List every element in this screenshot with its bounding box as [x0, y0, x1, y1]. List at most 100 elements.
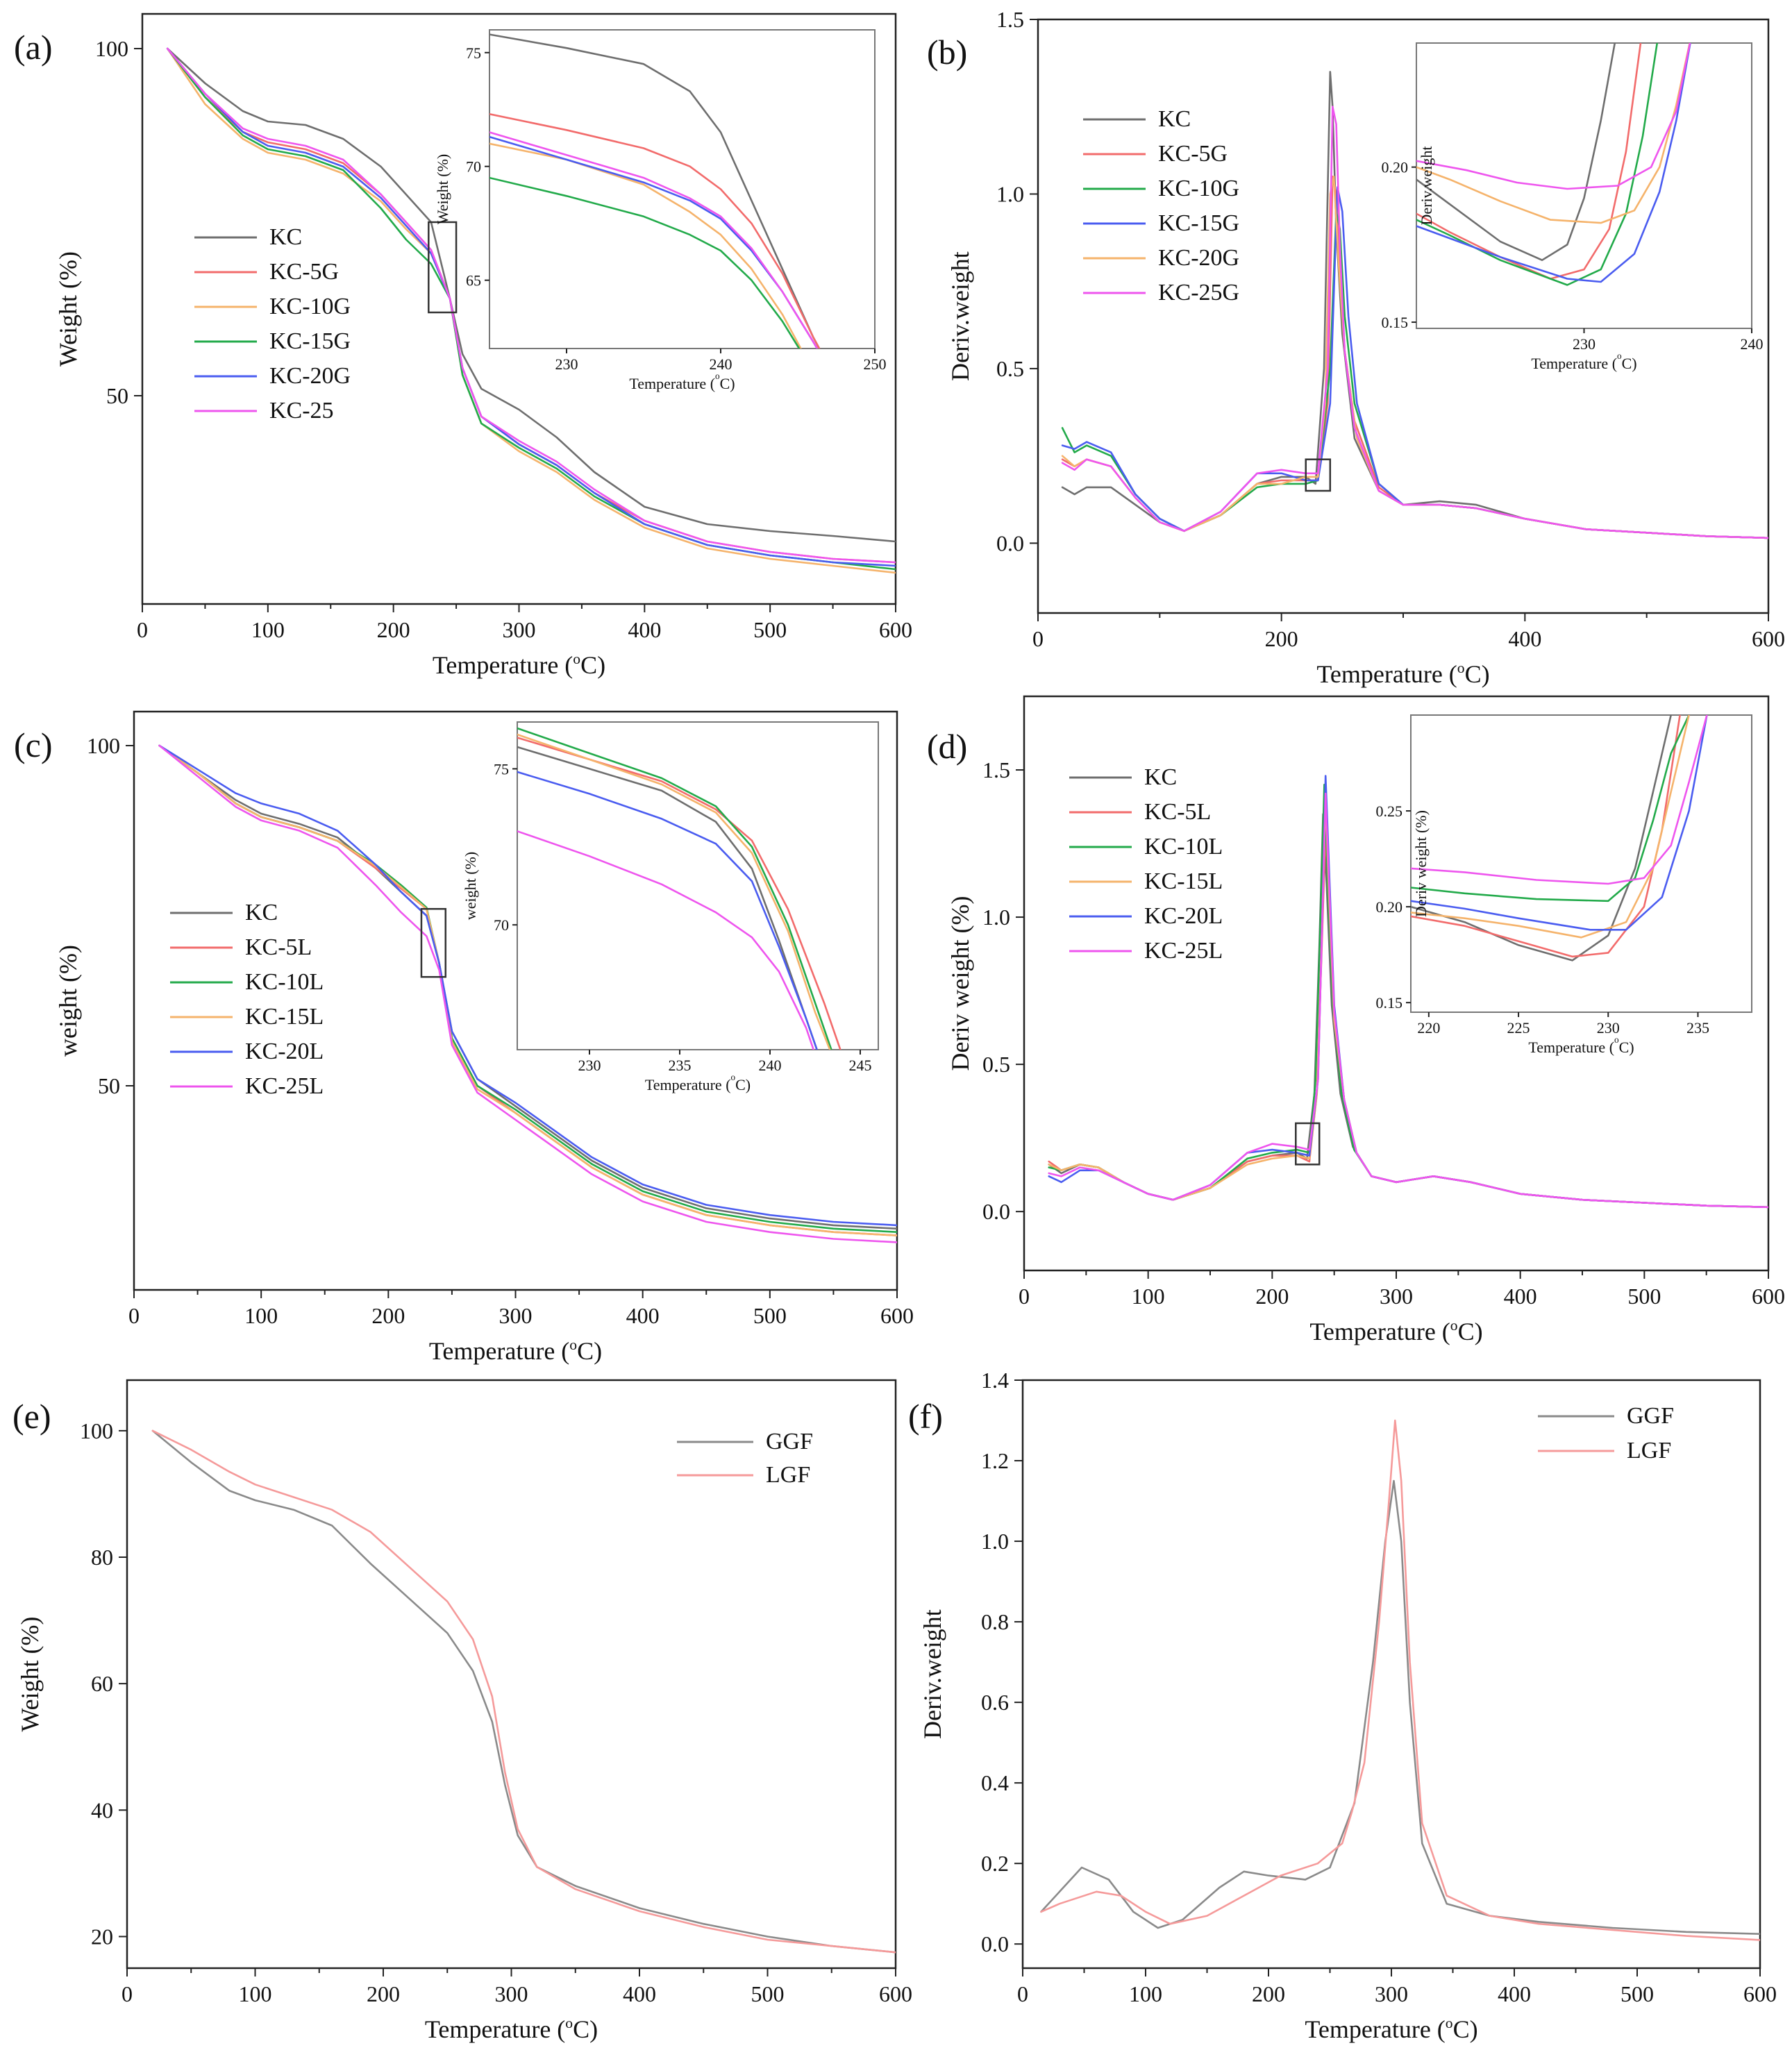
inset-series-kc-15g — [489, 176, 801, 349]
zoom-box — [420, 907, 447, 978]
inset-series-kc-25g — [1416, 43, 1691, 190]
y-tick-label: 0.5 — [982, 1052, 1010, 1077]
inset-frame — [517, 721, 879, 1050]
series-kc — [1061, 71, 1768, 539]
y-axis-label: weight (%) — [54, 945, 82, 1057]
inset-series-kc-25l — [517, 830, 815, 1050]
inset-series-kc-25 — [489, 131, 819, 349]
inset-y-tick-label: 0.15 — [1376, 994, 1403, 1012]
legend-label: KC — [269, 224, 302, 250]
panel-label: (b) — [927, 33, 967, 72]
legend-label: KC-10L — [1144, 834, 1223, 859]
x-axis-label: Temperature (oC) — [1316, 660, 1489, 688]
series-lgf — [1040, 1419, 1760, 1941]
x-tick-label: 400 — [623, 1981, 656, 2006]
legend-label: GGF — [1627, 1403, 1674, 1429]
x-tick-label: 300 — [1380, 1284, 1413, 1309]
y-tick-label: 50 — [106, 383, 128, 408]
y-tick-label: 100 — [87, 733, 120, 758]
x-tick-label: 600 — [1752, 626, 1785, 651]
inset-series-kc-10g — [1416, 43, 1659, 286]
x-tick-label: 200 — [1252, 1981, 1285, 2006]
legend-label: KC-20G — [269, 363, 351, 389]
x-tick-label: 200 — [371, 1303, 405, 1328]
panel-label: (a) — [14, 28, 53, 67]
x-tick-label: 500 — [753, 1303, 787, 1328]
legend-label: KC-5L — [1144, 799, 1211, 825]
x-tick-label: 100 — [239, 1981, 272, 2006]
series-kc-25 — [166, 47, 896, 564]
legend-label: GGF — [766, 1429, 813, 1454]
inset: 230 240 0.15 0.20 Temperature (oC) Deriv.weig… — [1382, 42, 1764, 372]
inset-x-tick-label: 230 — [1573, 335, 1596, 353]
y-tick-label: 1.5 — [982, 757, 1010, 782]
x-axis-label: Temperature (oC) — [429, 1336, 602, 1365]
inset-series-kc-5g — [489, 113, 821, 349]
legend-label: LGF — [1627, 1438, 1671, 1463]
inset-x-tick-label: 230 — [578, 1057, 601, 1074]
legend-label: KC-25G — [1158, 280, 1239, 305]
inset-x-tick-label: 230 — [1597, 1019, 1620, 1036]
x-tick-label: 300 — [503, 617, 536, 642]
x-tick-label: 0 — [137, 617, 148, 642]
y-tick-label: 100 — [80, 1418, 113, 1443]
inset-y-tick-label: 0.20 — [1382, 159, 1409, 176]
panel-b: 0 200 400 600 0.0 0.5 1.0 1.5 Temperature (oC) De… — [927, 7, 1785, 688]
inset-x-tick-label: 235 — [1686, 1019, 1709, 1036]
x-tick-label: 200 — [367, 1981, 400, 2006]
y-tick-label: 20 — [91, 1924, 113, 1949]
panel-label: (f) — [908, 1397, 943, 1436]
inset-y-axis-label: Deriv weight (%) — [1412, 810, 1430, 917]
panel-f: 0 100 200 300 400 500 600 0.0 0.2 0.4 0.6 0.8 1.0 1.2… — [908, 1368, 1777, 2043]
legend-label: KC — [245, 900, 278, 925]
y-tick-label: 0.0 — [981, 1931, 1009, 1956]
y-tick-label: 1.2 — [981, 1448, 1009, 1473]
inset-frame — [489, 29, 876, 349]
inset: 230 240 250 65 70 75 Temperature (oC) Weight (%… — [434, 29, 887, 392]
x-tick-label: 600 — [1752, 1284, 1785, 1309]
inset-y-tick-label: 70 — [466, 158, 481, 176]
inset-y-tick-label: 0.20 — [1376, 898, 1403, 916]
y-tick-label: 0.0 — [996, 530, 1024, 555]
y-tick-label: 1.4 — [981, 1368, 1009, 1393]
y-tick-label: 0.6 — [981, 1690, 1009, 1715]
y-tick-label: 0.4 — [981, 1770, 1009, 1795]
legend-label: KC — [1144, 764, 1177, 790]
x-tick-label: 100 — [1132, 1284, 1165, 1309]
y-tick-label: 0.8 — [981, 1609, 1009, 1634]
x-axis-label: Temperature (oC) — [433, 651, 605, 679]
panel-c: 0 100 200 300 400 500 600 50 100 Temperature (oC)… — [14, 710, 914, 1365]
inset-x-tick-label: 240 — [710, 355, 732, 373]
inset: 220 225 230 235 0.15 0.20 0.25 Temperature (oC)… — [1376, 714, 1752, 1056]
inset-x-tick-label: 235 — [669, 1057, 692, 1074]
series-kc-25g — [1061, 106, 1768, 539]
panel-label: (c) — [14, 725, 53, 764]
inset-y-axis-label: Deriv.weight — [1418, 146, 1435, 225]
legend-label: KC-5G — [1158, 141, 1228, 167]
panel-e: 0 100 200 300 400 500 600 20 40 60 80 100 Temperatur… — [12, 1379, 912, 2043]
inset-x-tick-label: 240 — [1741, 335, 1764, 353]
legend-label: KC-20L — [1144, 903, 1223, 929]
panel-a: 0 100 200 300 400 500 600 50 100 Temperature (oC)… — [14, 12, 912, 679]
x-tick-label: 400 — [1498, 1981, 1531, 2006]
y-axis-label: Weight (%) — [54, 251, 82, 367]
legend-label: LGF — [766, 1462, 810, 1488]
x-tick-label: 0 — [1017, 1981, 1028, 2006]
inset-series-kc — [1416, 43, 1616, 261]
x-tick-label: 100 — [244, 1303, 278, 1328]
x-tick-label: 300 — [1375, 1981, 1408, 2006]
legend-label: KC-10G — [1158, 176, 1239, 201]
legend-label: KC-10G — [269, 294, 351, 319]
inset-series-kc-20l — [1411, 715, 1708, 931]
inset-x-axis-label: Temperature (oC) — [1531, 351, 1636, 372]
inset-x-tick-label: 240 — [759, 1057, 782, 1074]
legend-label: KC-15G — [1158, 210, 1239, 236]
y-tick-label: 1.5 — [996, 7, 1024, 32]
y-tick-label: 100 — [95, 36, 128, 61]
x-tick-label: 600 — [879, 617, 912, 642]
x-axis-label: Temperature (oC) — [425, 2015, 598, 2043]
inset-x-tick-label: 220 — [1417, 1019, 1440, 1036]
inset-series-kc-25l — [1411, 715, 1708, 885]
x-tick-label: 0 — [128, 1303, 140, 1328]
